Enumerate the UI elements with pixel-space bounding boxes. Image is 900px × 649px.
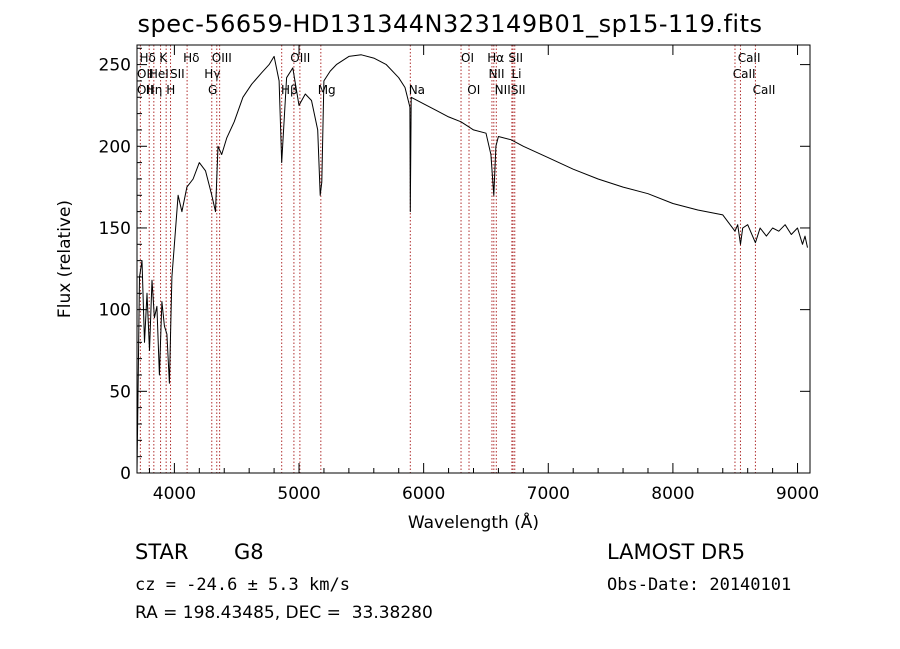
survey-label: LAMOST DR5 [607, 540, 746, 564]
chart-title: spec-56659-HD131344N323149B01_sp15-119.f… [137, 10, 763, 38]
x-tick-label: 9000 [776, 484, 819, 504]
line-label: SII [508, 51, 523, 65]
line-label: CaII [753, 83, 776, 97]
x-axis-label: Wavelength (Å) [408, 511, 539, 533]
line-label: Hα [487, 51, 504, 65]
line-label: NII [488, 67, 504, 81]
line-label: Mg [318, 83, 336, 97]
x-tick-label: 6000 [402, 484, 445, 504]
y-ticks: 0 50 100 150 200 250 [99, 47, 810, 484]
line-label: SII [511, 83, 526, 97]
subclass-label: G8 [234, 540, 264, 564]
y-axis-label: Flux (relative) [55, 200, 75, 318]
line-label: CaII [738, 51, 761, 65]
line-label: HeI [149, 67, 169, 81]
plot-frame [136, 44, 811, 474]
radec-text: RA = 198.43485, DEC = 33.38280 [135, 603, 433, 623]
line-label: Hδ [183, 51, 199, 65]
line-label: OIII [290, 51, 310, 65]
y-tick-label: 50 [109, 382, 131, 402]
line-label: Hδ [139, 51, 155, 65]
line-label: OII [137, 83, 154, 97]
spectrum-line [136, 54, 808, 474]
line-label: SII [170, 67, 185, 81]
redshift-text: cz = -24.6 ± 5.3 km/s [135, 575, 350, 595]
y-tick-label: 150 [99, 219, 131, 239]
line-label: Na [409, 83, 425, 97]
obs-date-text: Obs-Date: 20140101 [607, 575, 792, 595]
x-tick-label: 4000 [153, 484, 196, 504]
line-label: Hη [146, 83, 163, 97]
line-label: CaII [733, 67, 756, 81]
x-ticks: 4000 5000 6000 7000 8000 9000 [148, 45, 819, 504]
line-label: OI [461, 51, 474, 65]
y-tick-label: 250 [99, 56, 131, 76]
line-markers [139, 45, 756, 473]
y-tick-label: 100 [99, 301, 131, 321]
line-label: G [208, 83, 217, 97]
line-label: K [159, 51, 168, 65]
x-tick-label: 5000 [277, 484, 320, 504]
line-label: OII [137, 67, 154, 81]
series-group [136, 54, 808, 474]
x-tick-label: 8000 [651, 484, 694, 504]
line-label: Hγ [204, 67, 220, 81]
line-label: H [166, 83, 175, 97]
line-label: OIII [212, 51, 232, 65]
line-label: Hβ [281, 83, 298, 97]
line-label: Li [512, 67, 522, 81]
class-label: STAR [135, 540, 189, 564]
y-tick-label: 200 [99, 137, 131, 157]
line-label: OI [467, 83, 480, 97]
line-label: NII [495, 83, 511, 97]
x-tick-label: 7000 [527, 484, 570, 504]
y-tick-label: 0 [120, 464, 131, 484]
